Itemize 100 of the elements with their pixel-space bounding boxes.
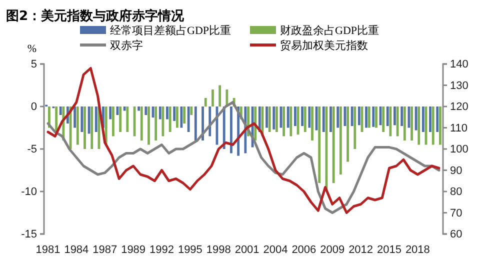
bar — [123, 106, 126, 111]
line-series — [46, 67, 440, 214]
y-tick-label: 5 — [30, 58, 37, 71]
x-tick-label: 2009 — [320, 244, 345, 256]
bar — [368, 106, 370, 128]
bar — [354, 106, 356, 149]
bar — [429, 106, 432, 132]
x-tick-label: 1989 — [121, 244, 146, 256]
y2-tick-label: 70 — [450, 207, 462, 220]
bar — [403, 106, 406, 140]
x-tick-label: 2004 — [263, 244, 288, 256]
bar — [332, 106, 335, 183]
bar — [218, 85, 222, 106]
y2-tick-label: 60 — [450, 228, 462, 241]
bar — [394, 106, 396, 126]
bar — [194, 106, 197, 140]
bar — [375, 106, 378, 128]
y2-tick-label: 140 — [450, 58, 468, 71]
bar — [109, 106, 112, 120]
bar — [158, 106, 162, 120]
bar — [272, 106, 276, 130]
bar — [180, 106, 183, 128]
y-axis-title: % — [27, 43, 37, 55]
bar — [311, 106, 314, 140]
y2-tick-label: 130 — [450, 80, 468, 92]
bar — [168, 106, 172, 132]
bar — [212, 90, 214, 106]
legend-label: 双赤字 — [110, 39, 143, 52]
bar — [418, 106, 420, 145]
bar — [308, 106, 311, 128]
bar — [358, 106, 360, 126]
bar — [382, 106, 385, 132]
bar — [396, 106, 399, 136]
x-tick-label: 2006 — [292, 244, 316, 256]
bar — [275, 106, 278, 132]
bar — [410, 106, 413, 140]
y2-tick-label: 120 — [450, 101, 468, 114]
bar — [90, 106, 94, 149]
bar — [230, 106, 232, 154]
y-tick-label: 0 — [30, 101, 37, 114]
bar — [138, 106, 140, 111]
bar — [386, 106, 389, 126]
bar — [268, 106, 271, 132]
legend-label: 贸易加权美元指数 — [280, 39, 368, 52]
x-tick-label: 2015 — [376, 244, 402, 256]
bar — [148, 106, 150, 145]
bar — [104, 106, 108, 145]
bar — [84, 106, 86, 149]
bar — [422, 106, 424, 132]
bar — [286, 106, 290, 128]
x-tick-label: 1987 — [92, 244, 118, 256]
x-tick-label: 2001 — [234, 244, 260, 256]
bar — [176, 106, 178, 128]
bar — [322, 106, 325, 132]
bar — [173, 106, 176, 121]
bar — [166, 106, 168, 120]
legend-label: 财政盈余占GDP比重 — [280, 24, 380, 37]
y2-tick-label: 100 — [450, 144, 468, 156]
x-tick-label: 2018 — [405, 244, 430, 256]
bar — [290, 106, 292, 136]
bar — [344, 106, 346, 126]
bar — [204, 98, 207, 106]
chart-title: 图2：美元指数与政府赤字情况 — [6, 8, 186, 24]
bar — [339, 106, 342, 174]
bar — [365, 106, 368, 128]
bar — [140, 106, 143, 140]
y-tick-label: -5 — [27, 144, 37, 156]
x-tick-label: 2012 — [348, 244, 374, 256]
bar — [116, 106, 119, 115]
bar — [400, 106, 404, 126]
bar — [346, 106, 349, 162]
bar — [372, 106, 375, 127]
y-tick-label: -15 — [21, 228, 37, 241]
bar — [144, 106, 148, 115]
bar — [55, 106, 58, 132]
bar — [183, 106, 186, 124]
bar — [187, 106, 190, 132]
x-tick-label: 1981 — [36, 244, 60, 256]
bar — [266, 106, 268, 128]
bar — [282, 106, 286, 136]
bar — [76, 106, 79, 145]
bar — [162, 106, 164, 136]
x-tick-label: 1995 — [178, 244, 202, 256]
bar — [439, 106, 442, 145]
y-tick-label: -10 — [21, 186, 37, 198]
bar — [330, 106, 332, 132]
bar — [318, 106, 321, 183]
y2-tick-label: 110 — [450, 122, 468, 134]
x-tick-label: 1992 — [150, 244, 174, 256]
x-tick-label: 1998 — [206, 244, 231, 256]
bar — [112, 106, 114, 136]
bar — [432, 106, 434, 145]
legend-label: 经常项目差额占GDP比重 — [110, 24, 232, 37]
bar — [59, 106, 62, 115]
bar — [154, 106, 158, 140]
bar — [408, 106, 410, 128]
y2-tick-label: 80 — [450, 186, 462, 198]
bar — [336, 106, 340, 128]
x-tick-label: 1984 — [64, 244, 89, 256]
bar — [350, 106, 354, 126]
